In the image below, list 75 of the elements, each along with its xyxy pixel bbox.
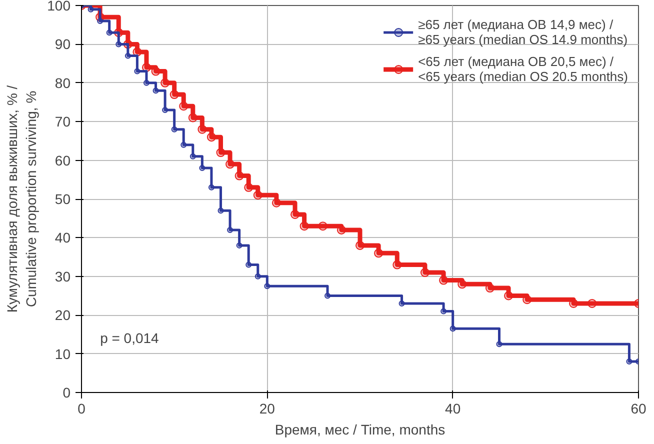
point xyxy=(199,165,206,172)
y-tick-label: 90 xyxy=(54,36,71,52)
point xyxy=(190,153,196,160)
point xyxy=(188,113,198,122)
point xyxy=(439,276,448,285)
point xyxy=(458,280,467,289)
annotation: p = 0,014 xyxy=(100,330,160,346)
point xyxy=(151,66,160,76)
point xyxy=(522,295,532,304)
point xyxy=(392,260,402,270)
point xyxy=(142,62,151,72)
point xyxy=(504,291,514,300)
y-tick-label: 0 xyxy=(62,384,71,400)
point xyxy=(180,142,187,148)
point xyxy=(216,148,226,158)
point xyxy=(450,326,456,332)
point xyxy=(254,273,261,280)
point xyxy=(374,248,384,258)
y-tick-label: 30 xyxy=(54,268,71,284)
point xyxy=(206,132,216,142)
point xyxy=(440,308,447,314)
point xyxy=(226,160,235,169)
point xyxy=(179,102,188,111)
point xyxy=(134,68,140,74)
point xyxy=(300,222,309,231)
point xyxy=(160,78,170,88)
y-tick-label: 10 xyxy=(54,346,71,362)
point xyxy=(162,106,168,113)
point xyxy=(272,198,281,208)
point xyxy=(336,225,346,234)
y-tick-label: 80 xyxy=(54,74,71,91)
point xyxy=(318,222,328,231)
x-tick-label: 0 xyxy=(78,400,86,416)
point xyxy=(398,300,405,306)
point xyxy=(227,226,234,233)
y-tick-label: 50 xyxy=(54,191,71,207)
point xyxy=(88,6,94,12)
point xyxy=(97,18,104,24)
y-tick-label: 40 xyxy=(54,230,71,246)
point xyxy=(246,262,252,268)
point xyxy=(236,242,242,248)
point xyxy=(106,30,112,36)
y-tick-label: 60 xyxy=(54,152,71,168)
point xyxy=(324,292,331,299)
y-tick-label: 100 xyxy=(47,0,71,14)
point xyxy=(116,41,122,48)
point xyxy=(244,182,254,192)
point xyxy=(356,240,364,250)
point xyxy=(171,126,178,132)
legend-label: <65 лет (медиана ОВ 20,5 мес) / <65 years (median OS 20.5 months) xyxy=(418,53,628,86)
point xyxy=(626,358,632,365)
point xyxy=(496,341,502,348)
point xyxy=(588,299,597,308)
point xyxy=(569,299,578,308)
point xyxy=(264,283,270,290)
x-axis-title: Время, мес / Time, months xyxy=(274,422,446,438)
point xyxy=(170,90,179,99)
x-tick-label: 20 xyxy=(259,400,276,416)
point xyxy=(152,88,159,94)
point xyxy=(290,210,300,219)
point xyxy=(253,190,262,200)
legend-label: ≥65 лет (медиана ОВ 14,9 мес) / ≥65 years (median OS 14.9 months) xyxy=(418,16,628,49)
x-tick-label: 40 xyxy=(445,400,461,416)
point xyxy=(234,171,244,180)
point xyxy=(420,268,430,278)
y-tick-label: 20 xyxy=(54,307,71,324)
y-tick-label: 70 xyxy=(54,114,71,130)
x-tick-label: 60 xyxy=(630,400,646,416)
point xyxy=(485,284,494,292)
y-axis-title: Кумулятивная доля выживших, % / Cumulative proportion surviving, % xyxy=(4,85,40,313)
point xyxy=(208,184,214,190)
point xyxy=(198,124,207,134)
point xyxy=(218,208,224,214)
point xyxy=(143,80,150,86)
point xyxy=(124,52,131,59)
